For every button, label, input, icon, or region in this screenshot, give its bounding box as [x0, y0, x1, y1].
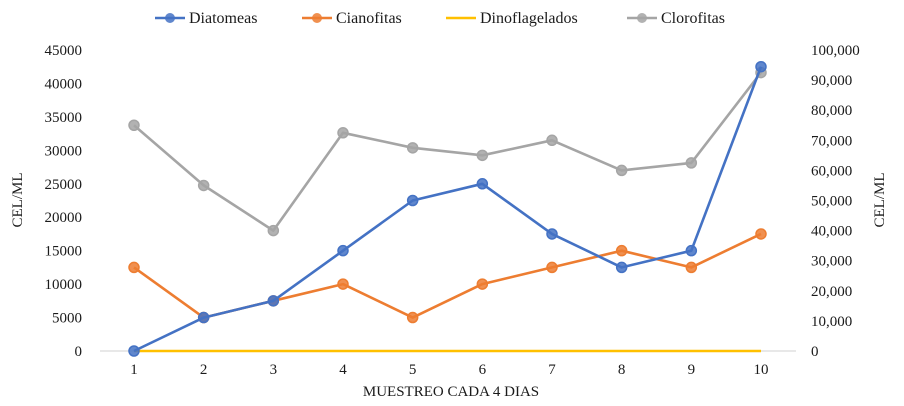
legend: Diatomeas Cianofitas Dinoflagelados Clorofi…	[155, 10, 725, 27]
y-left-tick-label: 20000	[45, 210, 83, 226]
x-axis-title: MUESTREO CADA 4 DIAS	[363, 384, 539, 400]
data-point	[685, 157, 698, 169]
series-line	[133, 66, 763, 353]
data-point	[615, 164, 628, 177]
y-axis-title-right: CEL/ML	[872, 173, 888, 228]
x-tick-label: 1	[130, 362, 138, 378]
legend-item-clorofitas: Clorofitas	[627, 10, 725, 27]
data-point	[197, 179, 210, 192]
x-tick-label: 8	[618, 362, 626, 378]
data-point	[755, 60, 767, 73]
data-point	[685, 244, 698, 257]
data-point	[406, 194, 419, 207]
data-point	[546, 228, 558, 240]
y-right-tick-label: 90,000	[811, 73, 852, 89]
x-tick-label: 2	[200, 362, 208, 378]
data-point	[546, 134, 558, 147]
left-axis: 0 5000 10000 15000 20000 25000 30000 35000 40000…	[45, 43, 83, 360]
y-right-tick-label: 0	[811, 344, 819, 360]
y-right-tick-label: 30,000	[811, 254, 852, 270]
data-point	[128, 345, 140, 357]
legend-label: Cianofitas	[336, 10, 402, 27]
x-tick-label: 6	[479, 362, 487, 378]
legend-item-diatomeas: Diatomeas	[155, 10, 257, 27]
data-point	[128, 261, 140, 274]
y-axis-title-left: CEL/ML	[10, 173, 26, 228]
y-left-tick-label: 10000	[45, 277, 83, 293]
y-right-tick-label: 40,000	[811, 224, 852, 240]
series-line	[133, 71, 763, 232]
y-left-tick-label: 5000	[52, 311, 82, 327]
y-right-tick-label: 80,000	[811, 103, 852, 119]
data-point	[476, 149, 489, 162]
legend-label: Diatomeas	[189, 10, 257, 27]
y-right-tick-label: 20,000	[811, 284, 852, 300]
x-axis: 1 2 3 4 5 6 7 8 9 10	[130, 362, 768, 378]
data-point	[128, 119, 140, 131]
data-point	[337, 244, 349, 257]
series-layer	[128, 60, 767, 357]
data-point	[267, 295, 280, 307]
data-point	[615, 261, 628, 274]
series-diatomeas	[128, 60, 767, 357]
legend-marker	[165, 13, 175, 23]
data-point	[337, 278, 349, 290]
data-point	[615, 244, 628, 257]
y-left-tick-label: 25000	[45, 177, 83, 193]
data-point	[546, 261, 558, 274]
y-right-tick-label: 50,000	[811, 194, 852, 210]
legend-item-cianofitas: Cianofitas	[302, 10, 402, 27]
data-point	[476, 178, 489, 190]
legend-label: Dinoflagelados	[480, 10, 578, 27]
data-point	[267, 224, 280, 237]
legend-marker	[312, 13, 322, 23]
data-point	[406, 142, 419, 154]
y-left-tick-label: 15000	[45, 244, 83, 260]
x-tick-label: 4	[339, 362, 347, 378]
x-tick-label: 9	[688, 362, 696, 378]
y-right-tick-label: 10,000	[811, 314, 852, 330]
data-point	[337, 127, 349, 139]
series-clorofitas	[128, 66, 767, 237]
data-point	[685, 261, 698, 274]
series-line	[133, 232, 762, 319]
data-point	[755, 228, 767, 240]
x-tick-label: 10	[754, 362, 769, 378]
y-right-tick-label: 70,000	[811, 133, 852, 149]
y-right-tick-label: 100,000	[811, 43, 860, 59]
data-point	[197, 311, 210, 324]
series-cianofitas	[128, 228, 767, 324]
y-right-tick-label: 60,000	[811, 163, 852, 179]
x-tick-label: 7	[548, 362, 556, 378]
x-tick-label: 3	[270, 362, 278, 378]
right-axis: 0 10,000 20,000 30,000 40,000 50,000 60,000 70,…	[811, 43, 860, 360]
data-point	[406, 311, 419, 324]
legend-marker	[637, 13, 647, 23]
y-left-tick-label: 45000	[45, 43, 83, 59]
y-left-tick-label: 40000	[45, 76, 83, 92]
data-point	[476, 278, 489, 290]
y-left-tick-label: 0	[75, 344, 83, 360]
x-tick-label: 5	[409, 362, 417, 378]
y-left-tick-label: 30000	[45, 143, 83, 159]
legend-item-dinoflagelados: Dinoflagelados	[446, 10, 578, 27]
legend-label: Clorofitas	[661, 10, 725, 27]
y-left-tick-label: 35000	[45, 110, 83, 126]
